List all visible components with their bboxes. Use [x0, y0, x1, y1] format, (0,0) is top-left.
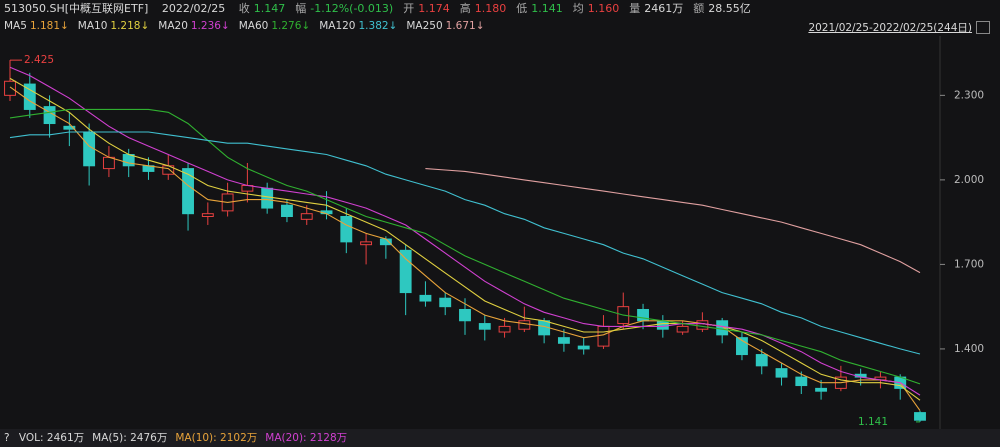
security-code: 513050.SH[中概互联网ETF] [4, 2, 149, 15]
quote-label: 开 [403, 2, 415, 15]
ma-value: 1.276↓ [271, 20, 311, 32]
candle-body [182, 168, 194, 215]
ma-value: 1.218↓ [110, 20, 150, 32]
candle-body [102, 156, 115, 170]
candle-body [360, 241, 373, 246]
candle-body [122, 154, 135, 167]
ma-line [9, 66, 921, 396]
ma-name: MA60 [238, 20, 269, 32]
quote-value: 1.180 [474, 2, 507, 15]
ma-line [9, 77, 921, 401]
candle-body [201, 213, 214, 218]
settings-icon[interactable] [976, 21, 990, 34]
candle-body [478, 323, 491, 330]
date-range[interactable]: 2021/02/25-2022/02/25(244日) [808, 22, 972, 34]
candle-body [459, 308, 471, 322]
candle-body [498, 325, 511, 333]
candle-body [815, 387, 828, 392]
candle-body [914, 412, 926, 421]
candle-body [577, 345, 590, 350]
ma-name: MA20 [158, 20, 188, 32]
quote-label: 量 [629, 2, 641, 15]
candle-body [439, 297, 452, 308]
ma-legend: MA5 1.181↓ MA10 1.218↓ MA20 1.236↓ MA60 1.276↓ M… [0, 18, 1000, 34]
ma-name: MA5 [4, 20, 27, 32]
help-icon[interactable]: ? [4, 432, 10, 444]
volume-stat: MA(10): 2102万 [175, 432, 258, 444]
annotation: 2.425 [24, 54, 54, 66]
annotation: 1.141 [858, 416, 888, 428]
ma-line [9, 108, 921, 385]
quote-label: 额 [693, 2, 705, 15]
quote-value: 1.147 [253, 2, 286, 15]
candle-body [281, 204, 293, 218]
candle-body [696, 320, 709, 330]
y-tick-label: 1.700 [954, 258, 984, 270]
ma-name: MA250 [406, 20, 443, 32]
candle-body [261, 187, 274, 209]
quote-value: 1.141 [531, 2, 563, 15]
candle-body [300, 213, 313, 220]
volume-stat: MA(5): 2476万 [92, 432, 168, 444]
ma-name: MA120 [319, 20, 356, 32]
quote-value: 28.55亿 [708, 2, 751, 15]
candle-body [755, 354, 768, 367]
candle-body [736, 337, 748, 356]
y-tick-label: 2.000 [954, 174, 984, 186]
candle-body [419, 294, 432, 302]
quote-value: 1.160 [587, 2, 620, 15]
candle-body [656, 320, 669, 330]
quote-label: 低 [516, 2, 528, 15]
quote-label: 收 [238, 2, 250, 15]
quote-value: 1.174 [418, 2, 450, 15]
ma-line [425, 168, 921, 274]
candle-body [399, 249, 412, 294]
y-tick-label: 1.400 [954, 343, 984, 355]
candle-body [518, 320, 531, 330]
quote-value: -1.12%(-0.013) [310, 2, 394, 15]
candle-body [63, 125, 76, 130]
ma-name: MA10 [77, 20, 108, 32]
volume-stat: MA(20): 2128万 [265, 432, 348, 444]
volume-stat: VOL: 2461万 [18, 432, 85, 444]
candle-body [775, 368, 788, 378]
ma-value: 1.671↓ [445, 20, 485, 32]
date: 2022/02/25 [161, 2, 226, 15]
quote-label: 幅 [295, 2, 307, 15]
volume-bar: ? VOL: 2461万 MA(5): 2476万 MA(10): 2102万 MA(… [0, 429, 1000, 447]
quote-value: 2461万 [644, 2, 684, 15]
y-tick-label: 2.300 [954, 89, 984, 101]
quote-label: 高 [459, 2, 471, 15]
candle-body [795, 376, 808, 387]
candle-body [340, 216, 353, 243]
ma-line [9, 86, 921, 411]
candle-body [637, 308, 649, 322]
quote-label: 均 [572, 2, 584, 15]
ma-value: 1.236↓ [190, 20, 230, 32]
plot-background [0, 36, 1000, 429]
quote-bar: 513050.SH[中概互联网ETF] 2022/02/25 收 1.147 幅 -1… [0, 0, 1000, 18]
candle-body [4, 80, 16, 96]
candle-body [379, 238, 392, 246]
ma-value: 1.382↓ [358, 20, 398, 32]
candle-body [557, 337, 570, 344]
ma-value: 1.181↓ [29, 20, 69, 32]
candle-body [676, 325, 689, 333]
candle-body [597, 325, 610, 347]
ma-line [9, 131, 921, 355]
